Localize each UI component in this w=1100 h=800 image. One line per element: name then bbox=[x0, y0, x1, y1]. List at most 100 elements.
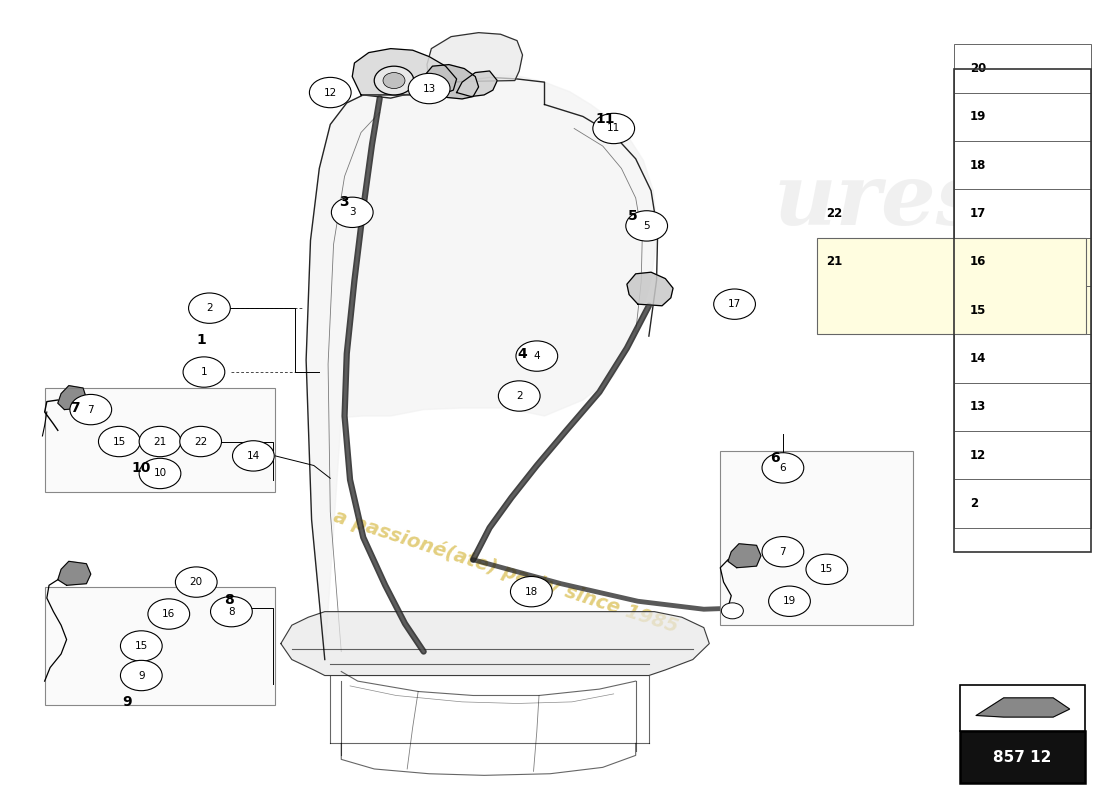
Text: 22: 22 bbox=[826, 207, 842, 220]
Text: 15: 15 bbox=[134, 641, 147, 651]
FancyBboxPatch shape bbox=[955, 479, 1090, 527]
Text: 13: 13 bbox=[422, 83, 436, 94]
Circle shape bbox=[714, 289, 756, 319]
Text: 5: 5 bbox=[644, 221, 650, 231]
Text: 12: 12 bbox=[970, 449, 986, 462]
Polygon shape bbox=[306, 74, 658, 659]
Circle shape bbox=[188, 293, 230, 323]
Circle shape bbox=[210, 597, 252, 627]
Text: 2: 2 bbox=[516, 391, 522, 401]
Polygon shape bbox=[627, 272, 673, 306]
Circle shape bbox=[183, 357, 224, 387]
Text: 20: 20 bbox=[189, 577, 202, 587]
Text: 857 12: 857 12 bbox=[993, 750, 1052, 765]
Polygon shape bbox=[424, 65, 478, 99]
FancyBboxPatch shape bbox=[955, 238, 1090, 286]
Text: 3: 3 bbox=[349, 207, 355, 218]
Text: 2: 2 bbox=[206, 303, 212, 313]
Polygon shape bbox=[58, 562, 91, 586]
Text: 11: 11 bbox=[607, 123, 620, 134]
Text: 15: 15 bbox=[112, 437, 126, 446]
Text: 8: 8 bbox=[228, 606, 234, 617]
Text: 19: 19 bbox=[783, 596, 796, 606]
Circle shape bbox=[70, 394, 112, 425]
FancyBboxPatch shape bbox=[955, 141, 1090, 190]
Polygon shape bbox=[427, 33, 522, 82]
FancyBboxPatch shape bbox=[955, 93, 1090, 141]
Text: 6: 6 bbox=[770, 450, 780, 465]
Text: 10: 10 bbox=[132, 461, 151, 475]
Text: 21: 21 bbox=[153, 437, 166, 446]
Circle shape bbox=[139, 458, 180, 489]
Circle shape bbox=[762, 453, 804, 483]
Circle shape bbox=[383, 73, 405, 89]
Text: 16: 16 bbox=[162, 609, 175, 619]
Circle shape bbox=[309, 78, 351, 108]
Circle shape bbox=[762, 537, 804, 567]
Circle shape bbox=[408, 74, 450, 104]
Circle shape bbox=[498, 381, 540, 411]
FancyBboxPatch shape bbox=[955, 286, 1090, 334]
Text: 7: 7 bbox=[88, 405, 95, 414]
Circle shape bbox=[806, 554, 848, 585]
Text: 7: 7 bbox=[70, 401, 80, 415]
FancyBboxPatch shape bbox=[960, 685, 1085, 731]
Circle shape bbox=[593, 114, 635, 144]
Circle shape bbox=[120, 660, 162, 690]
Polygon shape bbox=[352, 49, 456, 95]
Circle shape bbox=[331, 197, 373, 227]
Text: 10: 10 bbox=[153, 469, 166, 478]
Text: 18: 18 bbox=[970, 158, 986, 172]
Polygon shape bbox=[728, 544, 761, 568]
FancyBboxPatch shape bbox=[955, 45, 1090, 93]
Circle shape bbox=[769, 586, 811, 617]
Circle shape bbox=[120, 630, 162, 661]
FancyBboxPatch shape bbox=[955, 190, 1090, 238]
Text: 14: 14 bbox=[970, 352, 986, 365]
Text: 9: 9 bbox=[138, 670, 144, 681]
Circle shape bbox=[374, 66, 414, 95]
Circle shape bbox=[510, 577, 552, 607]
Text: 17: 17 bbox=[970, 207, 986, 220]
Text: 15: 15 bbox=[821, 564, 834, 574]
Circle shape bbox=[99, 426, 140, 457]
Text: 8: 8 bbox=[224, 593, 234, 606]
Text: 4: 4 bbox=[518, 346, 527, 361]
FancyBboxPatch shape bbox=[960, 731, 1085, 783]
Text: 2: 2 bbox=[970, 497, 978, 510]
Text: 19: 19 bbox=[970, 110, 986, 123]
FancyBboxPatch shape bbox=[45, 587, 275, 705]
Text: 4: 4 bbox=[534, 351, 540, 361]
Text: 5: 5 bbox=[627, 210, 637, 223]
FancyBboxPatch shape bbox=[45, 388, 275, 492]
Text: 9: 9 bbox=[122, 695, 132, 709]
Text: 11: 11 bbox=[595, 112, 615, 126]
Circle shape bbox=[175, 567, 217, 598]
Text: 1: 1 bbox=[197, 333, 207, 347]
FancyBboxPatch shape bbox=[720, 451, 913, 626]
Text: 17: 17 bbox=[728, 299, 741, 309]
Text: 16: 16 bbox=[970, 255, 986, 268]
Text: 7: 7 bbox=[780, 546, 786, 557]
Circle shape bbox=[139, 426, 180, 457]
Text: 22: 22 bbox=[194, 437, 207, 446]
Text: 3: 3 bbox=[339, 195, 349, 209]
Text: 14: 14 bbox=[246, 451, 260, 461]
Text: 6: 6 bbox=[780, 463, 786, 473]
Circle shape bbox=[232, 441, 274, 471]
FancyBboxPatch shape bbox=[955, 382, 1090, 431]
Text: a passioné(ate) party since 1985: a passioné(ate) party since 1985 bbox=[331, 506, 681, 637]
Text: 15: 15 bbox=[970, 304, 986, 317]
Polygon shape bbox=[977, 698, 1069, 717]
Circle shape bbox=[626, 210, 668, 241]
Text: ures: ures bbox=[774, 158, 986, 242]
Text: 21: 21 bbox=[826, 255, 842, 268]
FancyBboxPatch shape bbox=[955, 431, 1090, 479]
Text: 18: 18 bbox=[525, 586, 538, 597]
Circle shape bbox=[179, 426, 221, 457]
Polygon shape bbox=[280, 612, 710, 675]
Circle shape bbox=[722, 603, 744, 619]
Polygon shape bbox=[58, 386, 87, 410]
Text: 1: 1 bbox=[200, 367, 207, 377]
FancyBboxPatch shape bbox=[955, 334, 1090, 382]
